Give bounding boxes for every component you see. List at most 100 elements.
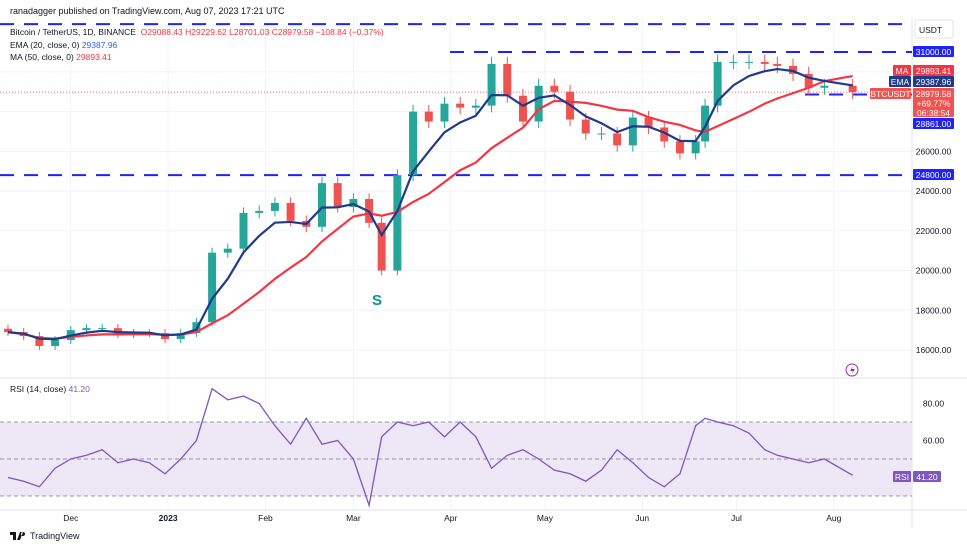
lightning-bolt bbox=[850, 366, 855, 374]
candle-body bbox=[377, 222, 386, 271]
symbol-tag: BTCUSDT bbox=[870, 89, 910, 99]
brand-name: TradingView bbox=[30, 531, 80, 541]
level-28861-tag: 28861.00 bbox=[916, 119, 952, 129]
candle-body bbox=[745, 61, 754, 63]
time-tick-label: Aug bbox=[826, 513, 841, 523]
rsi-tick-label: 80.00 bbox=[923, 399, 945, 409]
candle-body bbox=[550, 85, 559, 92]
price-tick-label: 20000.00 bbox=[916, 266, 952, 276]
candle-body bbox=[487, 63, 496, 106]
ema-legend[interactable]: EMA (20, close, 0) 29387.96 bbox=[10, 40, 117, 50]
rsi-tag: RSI bbox=[895, 472, 909, 482]
ma-price-tag-bg bbox=[913, 65, 954, 76]
candle-body bbox=[675, 141, 684, 154]
rsi-tag-bg bbox=[893, 471, 911, 482]
lightning-circle bbox=[845, 363, 859, 377]
candle-body bbox=[98, 328, 107, 330]
ema-price-tag: 29387.96 bbox=[916, 77, 952, 87]
price-tick-label: 24000.00 bbox=[916, 186, 952, 196]
candle-body bbox=[773, 63, 782, 66]
rsi-tick-label: 60.00 bbox=[923, 436, 945, 446]
level-31000-tag: 31000.00 bbox=[916, 47, 952, 57]
time-tick-label: Dec bbox=[63, 513, 79, 523]
symbol-name: Bitcoin / TetherUS, 1D, BINANCE bbox=[10, 27, 136, 37]
published-note: ranadagger published on TradingView.com,… bbox=[10, 6, 285, 16]
candle-body bbox=[456, 103, 465, 108]
candle-body bbox=[270, 202, 279, 211]
last-price-tag-bg bbox=[913, 88, 954, 117]
ma-tag-bg bbox=[893, 65, 911, 76]
last-price-tag: +69.77% bbox=[917, 99, 951, 109]
ma-price-tag: 29893.41 bbox=[916, 66, 952, 76]
symbol-tag-bg bbox=[870, 88, 911, 99]
ohlc-change: −108.84 (−0.37%) bbox=[315, 27, 384, 37]
ema-price-tag-bg bbox=[913, 76, 954, 87]
candle-body bbox=[691, 141, 700, 154]
candle-body bbox=[471, 105, 480, 108]
ma-legend[interactable]: MA (50, close, 0) 29893.41 bbox=[10, 52, 112, 62]
level-28861-tag-bg bbox=[913, 118, 954, 129]
candle-body bbox=[35, 336, 44, 347]
rsi-label: RSI (14, close) bbox=[10, 384, 67, 394]
ohlc-high: H29229.62 bbox=[185, 27, 227, 37]
candle-body bbox=[4, 328, 12, 333]
time-tick-label: Mar bbox=[346, 513, 361, 523]
tradingview-logo[interactable]: TradingView bbox=[10, 531, 80, 541]
rsi-legend[interactable]: RSI (14, close) 41.20 bbox=[10, 384, 90, 394]
rsi-price-tag: 41.20 bbox=[916, 472, 938, 482]
time-tick-label: Feb bbox=[258, 513, 273, 523]
level-24800-tag: 24800.00 bbox=[916, 170, 952, 180]
ema-20-line bbox=[7, 67, 853, 341]
candle-body bbox=[518, 95, 527, 122]
level-31000-tag-bg bbox=[913, 46, 954, 57]
candle-body bbox=[82, 328, 91, 331]
candle-body bbox=[644, 117, 653, 128]
ma-value: 29893.41 bbox=[76, 52, 112, 62]
candle-body bbox=[534, 85, 543, 122]
candle-body bbox=[424, 111, 433, 122]
candle-body bbox=[729, 61, 738, 63]
ma-tag: MA bbox=[896, 66, 909, 76]
rsi-price-tag-bg bbox=[913, 471, 941, 482]
last-price-tag: 06:38:54 bbox=[917, 108, 950, 118]
candle-body bbox=[820, 85, 829, 88]
ema-label: EMA (20, close, 0) bbox=[10, 40, 80, 50]
candle-body bbox=[333, 183, 342, 207]
candle-body bbox=[804, 73, 813, 88]
level-24800-tag-bg bbox=[913, 169, 954, 180]
price-tick-label: 26000.00 bbox=[916, 146, 952, 156]
candle-body bbox=[701, 105, 710, 142]
ema-tag-bg bbox=[889, 76, 911, 87]
ema-tag: EMA bbox=[891, 77, 910, 87]
candle-body bbox=[628, 117, 637, 146]
candle-body bbox=[51, 340, 60, 347]
candle-body bbox=[848, 85, 857, 93]
symbol-legend: Bitcoin / TetherUS, 1D, BINANCE O29088.4… bbox=[10, 27, 384, 37]
rsi-value: 41.20 bbox=[68, 384, 90, 394]
candle-body bbox=[503, 63, 512, 96]
ohlc-close: C28979.58 bbox=[271, 27, 314, 37]
candle-body bbox=[760, 61, 769, 64]
time-tick-label: Jun bbox=[635, 513, 649, 523]
tradingview-logo-icon bbox=[10, 532, 26, 540]
last-price-tag: 28979.58 bbox=[916, 89, 952, 99]
price-tick-label: 16000.00 bbox=[916, 345, 952, 355]
ohlc-open: O29088.43 bbox=[140, 27, 183, 37]
candle-body bbox=[286, 202, 295, 221]
time-tick-label: Jul bbox=[731, 513, 742, 523]
candle-body bbox=[613, 133, 622, 146]
candle-body bbox=[393, 175, 402, 271]
time-tick-label: Apr bbox=[444, 513, 457, 523]
time-tick-label: 2023 bbox=[159, 513, 178, 523]
annotation-s: S bbox=[372, 292, 382, 309]
candle-body bbox=[255, 210, 264, 213]
candle-body bbox=[318, 183, 326, 227]
candle-body bbox=[440, 103, 449, 122]
candle-body bbox=[409, 111, 418, 176]
time-tick-label: May bbox=[537, 513, 554, 523]
candle-body bbox=[223, 248, 232, 253]
candle-body bbox=[713, 61, 722, 106]
candle-body bbox=[176, 333, 185, 340]
